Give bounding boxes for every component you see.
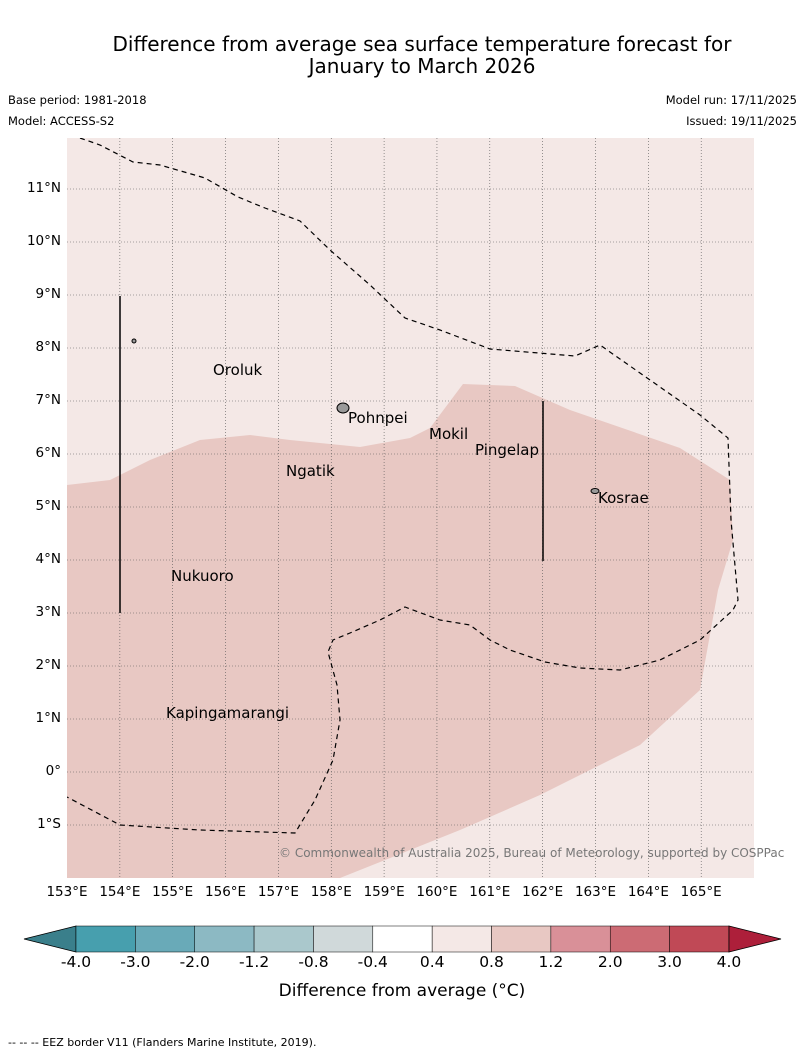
base-period: Base period: 1981-2018 [8,93,147,107]
pohnpei-island [336,402,350,414]
place-label: Mokil [429,425,469,443]
eez-legend-note: -- -- -- EEZ border V11 (Flanders Marine… [8,1036,317,1049]
colorbar-tick-label: -1.2 [238,953,270,971]
colorbar-tick-label: 0.4 [419,953,445,971]
colorbar-swatch [609,925,670,953]
lon-tick-label: 154°E [99,884,141,900]
colorbar-tick-label: 4.0 [716,953,742,971]
lat-tick-label: 0° [45,763,61,779]
map-title: Difference from average sea surface temp… [0,33,804,77]
colorbar-tick-label: -2.0 [179,953,210,971]
colorbar-tick-label: -0.4 [357,953,388,971]
model-run: Model run: 17/11/2025 [665,93,797,107]
title-line-2: January to March 2026 [308,54,536,78]
lat-tick-label: 7°N [35,392,61,408]
eez-border [67,138,739,834]
island [131,338,137,344]
lat-tick-label: 5°N [35,498,61,514]
lat-tick-label: 11°N [26,180,61,196]
lat-tick-label: 1°S [37,816,61,832]
lat-tick-label: 2°N [35,657,61,673]
place-label: Pingelap [475,441,540,459]
colorbar-swatch [491,925,552,953]
lon-tick-label: 164°E [627,884,669,900]
lat-tick-label: 3°N [35,604,61,620]
place-label: Kosrae [598,489,649,507]
colorbar-swatch [550,925,611,953]
lon-tick-label: 153°E [46,884,88,900]
lon-tick-label: 157°E [257,884,299,900]
colorbar-swatch [431,925,492,953]
lat-tick-label: 6°N [35,445,61,461]
colorbar-swatch [253,925,314,953]
lon-tick-label: 163°E [574,884,617,900]
colorbar-over-arrow [728,925,782,953]
colorbar [23,925,782,953]
lon-tick-label: 158°E [310,884,352,900]
colorbar-swatch [313,925,374,953]
colorbar-tick-label: 2.0 [597,953,623,971]
title-line-1: Difference from average sea surface temp… [112,32,732,56]
lon-tick-label: 161°E [469,884,511,900]
colorbar-tick-label: -4.0 [60,953,92,971]
place-label: Ngatik [286,462,335,480]
colorbar-swatch [372,925,433,953]
colorbar-swatch [75,925,136,953]
colorbar-swatch [669,925,730,953]
model-name: Model: ACCESS-S2 [8,114,115,128]
colorbar-tick-label: -0.8 [298,953,329,971]
lat-tick-label: 10°N [26,233,61,249]
place-label: Pohnpei [348,409,408,427]
sst-anomaly-map [67,138,754,878]
place-label: Oroluk [213,361,263,379]
colorbar-tick-label: 0.8 [479,953,504,971]
colorbar-tick-label: 1.2 [538,953,564,971]
lon-tick-label: 160°E [416,884,458,900]
issued-date: Issued: 19/11/2025 [686,114,797,128]
colorbar-swatch [194,925,255,953]
lon-tick-label: 162°E [522,884,564,900]
lon-tick-label: 155°E [152,884,194,900]
copyright: © Commonwealth of Australia 2025, Bureau… [279,846,785,860]
colorbar-tick-label: 3.0 [657,953,682,971]
colorbar-under-arrow [23,925,77,953]
lat-tick-label: 8°N [35,339,61,355]
place-label: Kapingamarangi [166,704,290,722]
place-label: Nukuoro [171,567,234,585]
colorbar-swatch [135,925,195,953]
lon-tick-label: 159°E [363,884,405,900]
kosrae-island [590,488,600,494]
lon-tick-label: 156°E [205,884,247,900]
colorbar-tick-label: -3.0 [120,953,151,971]
anomaly-0.8-1.2-region [67,384,733,878]
lon-tick-label: 165°E [680,884,722,900]
colorbar-label: Difference from average (°C) [278,981,526,1001]
lat-tick-label: 4°N [35,551,61,567]
lat-tick-label: 9°N [35,286,61,302]
lat-tick-label: 1°N [35,710,61,726]
